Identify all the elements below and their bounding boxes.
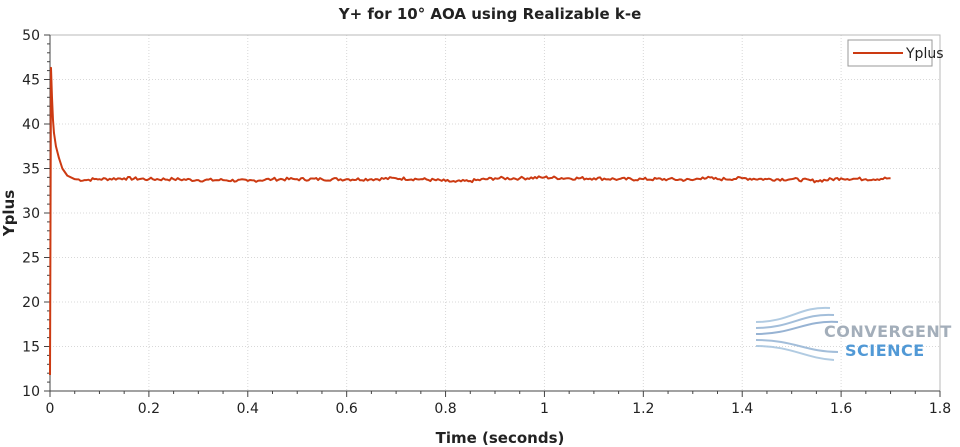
x-tick-label: 1.2 — [632, 401, 654, 417]
legend: Yplus — [847, 39, 944, 67]
y-tick-label: 35 — [22, 162, 40, 178]
yplus-series-line — [49, 66, 891, 375]
x-tick-label: 1.6 — [830, 401, 852, 417]
y-tick-label: 20 — [22, 295, 40, 311]
y-tick-label: 50 — [22, 28, 40, 44]
y-tick-label: 15 — [22, 340, 40, 356]
legend-label: Yplus — [905, 46, 944, 62]
y-axis-title: Yplus — [0, 190, 18, 237]
x-tick-label: 1.8 — [929, 401, 951, 417]
y-tick-label: 30 — [22, 206, 40, 222]
y-tick-label: 10 — [22, 384, 40, 400]
x-axis-title: Time (seconds) — [436, 429, 565, 447]
x-tick-label: 0.8 — [434, 401, 456, 417]
x-tick-label: 1.4 — [731, 401, 753, 417]
grid — [50, 35, 940, 391]
y-tick-label: 40 — [22, 117, 40, 133]
logo-swoosh-icon — [755, 306, 839, 361]
y-tick-label: 45 — [22, 73, 40, 89]
y-tick-label: 25 — [22, 251, 40, 267]
x-tick-label: 1 — [540, 401, 549, 417]
x-tick-label: 0.4 — [237, 401, 259, 417]
x-tick-label: 0.6 — [336, 401, 358, 417]
convergent-science-logo: CONVERGENT SCIENCE — [755, 306, 952, 361]
x-tick-label: 0 — [46, 401, 55, 417]
watermark-line1: CONVERGENT — [824, 322, 952, 341]
watermark-line2: SCIENCE — [845, 341, 925, 360]
x-tick-label: 0.2 — [138, 401, 160, 417]
axis-ticks: 0 0.2 0.4 0.6 0.8 1 1.2 1.4 1.6 1.8 10 15 20 25 30 35 40… — [22, 28, 951, 417]
chart-title: Y+ for 10° AOA using Realizable k-e — [338, 5, 642, 23]
